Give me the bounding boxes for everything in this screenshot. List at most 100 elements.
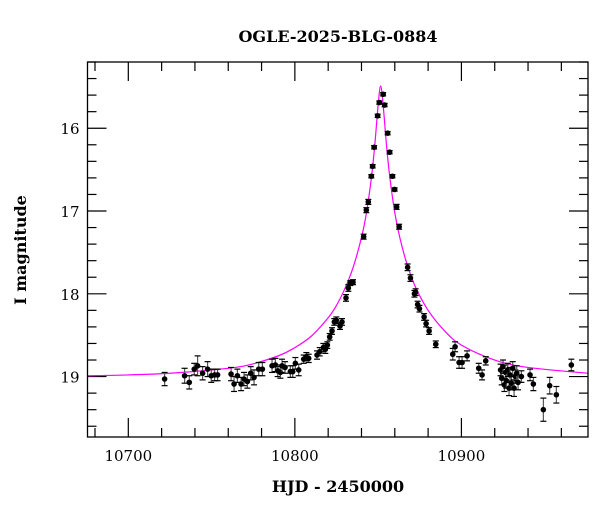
data-point — [329, 327, 336, 335]
data-point — [421, 313, 428, 321]
data-marker — [365, 199, 372, 205]
data-marker — [376, 99, 383, 106]
data-marker — [345, 285, 352, 291]
data-marker — [305, 355, 312, 362]
data-point — [568, 358, 575, 372]
data-marker — [386, 149, 393, 156]
data-marker — [292, 360, 299, 367]
data-point — [475, 362, 482, 374]
data-marker — [452, 343, 458, 350]
data-point — [199, 366, 206, 381]
data-marker — [404, 264, 411, 271]
data-marker — [530, 381, 537, 387]
data-point — [324, 341, 331, 350]
data-point — [396, 223, 403, 230]
data-point — [305, 353, 312, 364]
data-marker — [295, 367, 302, 373]
data-point — [393, 203, 400, 210]
data-point — [282, 361, 289, 374]
data-marker — [251, 374, 257, 381]
data-point — [214, 368, 221, 382]
axis-ticks: 10700 10800 10900 16 17 18 19 — [60, 61, 588, 465]
y-tick-label: 17 — [60, 203, 79, 221]
y-axis-label: I magnitude — [11, 195, 30, 305]
data-marker — [374, 113, 381, 119]
y-tick-label: 18 — [60, 286, 79, 304]
data-marker — [199, 370, 206, 377]
x-tick-label: 10800 — [271, 447, 319, 465]
data-marker — [384, 130, 391, 136]
data-marker — [515, 379, 521, 386]
data-marker — [259, 366, 266, 372]
data-point — [416, 304, 423, 313]
data-marker — [391, 186, 398, 193]
data-point — [368, 173, 375, 180]
data-point — [231, 375, 238, 393]
data-marker — [360, 233, 367, 240]
plot-frame — [86, 61, 589, 438]
data-point — [482, 356, 489, 366]
data-marker — [553, 391, 560, 398]
data-point — [404, 263, 411, 272]
data-point — [316, 346, 323, 357]
data-point — [186, 375, 193, 390]
data-marker — [568, 362, 575, 368]
data-point — [384, 130, 391, 136]
y-tick-label: 16 — [60, 120, 79, 138]
data-marker — [204, 366, 211, 372]
data-marker — [426, 328, 432, 334]
data-point — [381, 102, 388, 108]
chart-title: OGLE-2025-BLG-0884 — [238, 27, 437, 46]
x-tick-label: 10900 — [438, 447, 486, 465]
data-point — [369, 163, 376, 170]
data-marker — [407, 275, 414, 281]
data-marker — [350, 279, 356, 285]
data-marker — [247, 370, 254, 377]
data-marker — [459, 359, 465, 366]
data-marker — [339, 319, 345, 325]
data-point — [386, 149, 393, 156]
model-curve — [87, 85, 589, 377]
data-marker — [371, 144, 377, 151]
data-marker — [324, 342, 331, 348]
data-marker — [368, 173, 375, 180]
data-marker — [161, 376, 168, 382]
data-marker — [508, 380, 515, 386]
data-marker — [396, 223, 402, 230]
data-point — [530, 376, 537, 392]
data-point — [161, 371, 168, 387]
data-point — [374, 113, 381, 119]
data-marker — [369, 163, 376, 170]
data-point — [244, 374, 251, 389]
data-marker — [393, 204, 400, 210]
data-marker — [389, 173, 396, 180]
data-point — [338, 318, 345, 326]
data-marker — [546, 382, 553, 389]
data-point — [259, 361, 266, 377]
data-marker — [479, 372, 485, 378]
data-marker — [186, 379, 193, 386]
data-marker — [228, 371, 234, 377]
data-marker — [423, 320, 429, 327]
data-point — [194, 355, 201, 377]
data-marker — [381, 102, 388, 108]
data-marker — [329, 328, 335, 334]
data-point — [479, 369, 486, 381]
data-marker — [421, 314, 427, 320]
data-point — [247, 366, 254, 381]
x-tick-label: 10700 — [104, 447, 152, 465]
y-tick-label: 19 — [60, 369, 79, 387]
data-point — [518, 370, 525, 383]
data-point — [380, 91, 387, 98]
data-marker — [333, 317, 340, 324]
data-point — [289, 365, 296, 378]
data-marker — [194, 363, 201, 369]
data-marker — [482, 358, 489, 364]
data-marker — [449, 351, 456, 358]
data-point — [426, 327, 433, 335]
data-point — [515, 374, 522, 391]
data-marker — [527, 372, 533, 378]
data-marker — [214, 372, 221, 378]
data-point — [342, 294, 349, 302]
